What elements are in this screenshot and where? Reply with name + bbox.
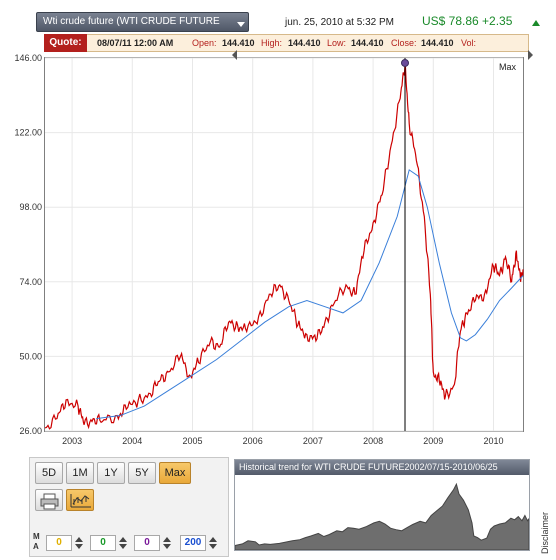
range-button-5d[interactable]: 5D xyxy=(35,462,63,484)
y-tick-label: 74.00 xyxy=(19,277,42,287)
ma-label-a: A xyxy=(33,542,39,551)
ma-period-input[interactable]: 0 xyxy=(46,535,72,551)
printer-icon xyxy=(40,493,59,510)
stepper-down-icon[interactable] xyxy=(163,544,171,549)
high-label: High: xyxy=(261,38,283,48)
ma-label-m: M xyxy=(33,532,40,541)
close-label: Close: xyxy=(391,38,417,48)
stepper-down-icon[interactable] xyxy=(209,544,217,549)
range-button-max[interactable]: Max xyxy=(159,462,191,484)
high-value: 144.410 xyxy=(288,38,321,48)
navigator-title: Historical trend for WTI CRUDE FUTURE200… xyxy=(235,460,529,475)
price-series-line xyxy=(44,64,524,430)
moving-average-button[interactable] xyxy=(66,489,94,511)
x-tick-label: 2010 xyxy=(483,436,503,446)
range-button-1y[interactable]: 1Y xyxy=(97,462,125,484)
navigator-chart[interactable] xyxy=(235,475,529,550)
moving-average-line xyxy=(96,169,524,420)
chart-controls: 5D 1M 1Y 5Y Max M A 0 0 0 200 xyxy=(29,457,229,557)
ma-period-stepper[interactable] xyxy=(118,535,128,551)
low-value: 144.410 xyxy=(351,38,384,48)
ma-period-stepper[interactable] xyxy=(162,535,172,551)
quote-datetime: jun. 25, 2010 at 5:32 PM xyxy=(285,17,394,28)
range-button-1m[interactable]: 1M xyxy=(66,462,94,484)
disclaimer-link[interactable]: Disclaimer xyxy=(540,511,550,554)
x-tick-label: 2004 xyxy=(122,436,142,446)
ma-period-input[interactable]: 0 xyxy=(134,535,160,551)
x-tick-label: 2006 xyxy=(243,436,263,446)
x-tick-label: 2009 xyxy=(423,436,443,446)
vol-label: Vol: xyxy=(461,38,477,48)
open-label: Open: xyxy=(192,38,217,48)
y-tick-label: 50.00 xyxy=(19,351,42,361)
quote-label: Quote: xyxy=(44,34,87,52)
up-arrow-icon xyxy=(532,20,540,26)
stepper-down-icon[interactable] xyxy=(75,544,83,549)
moving-average-chart-icon xyxy=(70,494,91,508)
chevron-down-icon xyxy=(237,22,245,27)
symbol-select[interactable]: Wti crude future (WTI CRUDE FUTURE xyxy=(36,12,249,32)
low-label: Low: xyxy=(327,38,347,48)
stepper-up-icon[interactable] xyxy=(75,537,83,542)
ma-period-stepper[interactable] xyxy=(74,535,84,551)
y-tick-label: 98.00 xyxy=(19,202,42,212)
last-price: US$ 78.86 +2.35 xyxy=(422,14,513,28)
historical-trend-navigator[interactable]: Historical trend for WTI CRUDE FUTURE200… xyxy=(234,459,530,551)
ma-period-input[interactable]: 0 xyxy=(90,535,116,551)
x-tick-label: 2005 xyxy=(182,436,202,446)
quote-bar: Quote: 08/07/11 12:00 AM Open: 144.410 H… xyxy=(44,34,529,52)
y-tick-label: 122.00 xyxy=(14,128,42,138)
open-value: 144.410 xyxy=(222,38,255,48)
range-button-5y[interactable]: 5Y xyxy=(128,462,156,484)
stepper-up-icon[interactable] xyxy=(163,537,171,542)
range-label: Max xyxy=(499,62,517,72)
crosshair-marker xyxy=(401,58,410,67)
x-tick-label: 2008 xyxy=(363,436,383,446)
y-tick-label: 26.00 xyxy=(19,426,42,436)
close-value: 144.410 xyxy=(421,38,454,48)
ma-period-input[interactable]: 200 xyxy=(180,535,206,551)
navigator-right-handle-icon[interactable] xyxy=(528,50,533,60)
navigator-left-handle-icon[interactable] xyxy=(232,50,237,60)
x-tick-label: 2003 xyxy=(62,436,82,446)
stepper-up-icon[interactable] xyxy=(209,537,217,542)
stepper-up-icon[interactable] xyxy=(119,537,127,542)
navigator-area xyxy=(235,482,529,550)
ma-period-stepper[interactable] xyxy=(208,535,218,551)
price-chart[interactable]: 146.00 122.00 98.00 74.00 50.00 26.00 2003 2004… xyxy=(0,0,556,450)
quote-date: 08/07/11 12:00 AM xyxy=(97,38,174,48)
symbol-select-value: Wti crude future (WTI CRUDE FUTURE xyxy=(43,16,220,27)
x-tick-label: 2007 xyxy=(303,436,323,446)
stepper-down-icon[interactable] xyxy=(119,544,127,549)
y-tick-label: 146.00 xyxy=(14,53,42,63)
print-button[interactable] xyxy=(35,489,63,511)
